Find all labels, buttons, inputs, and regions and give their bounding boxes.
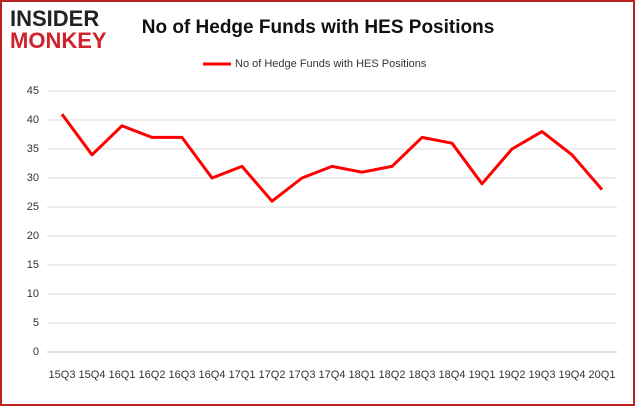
x-tick-label: 17Q2 <box>259 369 286 381</box>
x-tick-label: 18Q1 <box>349 369 376 381</box>
logo-line1: INSIDER <box>10 6 99 31</box>
x-tick-label: 19Q3 <box>529 369 556 381</box>
x-tick-label: 15Q3 <box>49 369 76 381</box>
x-tick-label: 16Q1 <box>109 369 136 381</box>
data-line <box>60 113 604 203</box>
y-tick-label: 40 <box>27 114 39 126</box>
x-tick-label: 20Q1 <box>589 369 616 381</box>
legend-label: No of Hedge Funds with HES Positions <box>235 58 427 70</box>
y-tick-label: 10 <box>27 288 39 300</box>
x-tick-label: 18Q4 <box>439 369 466 381</box>
y-tick-label: 35 <box>27 143 39 155</box>
x-tick-label: 16Q3 <box>169 369 196 381</box>
x-tick-label: 18Q2 <box>379 369 406 381</box>
y-tick-label: 15 <box>27 259 39 271</box>
logo-line2: MONKEY <box>10 28 107 53</box>
x-tick-label: 16Q2 <box>139 369 166 381</box>
x-tick-label: 15Q4 <box>79 369 106 381</box>
y-tick-label: 0 <box>33 346 39 358</box>
x-tick-label: 17Q4 <box>319 369 346 381</box>
y-tick-label: 5 <box>33 317 39 329</box>
y-tick-label: 30 <box>27 172 39 184</box>
y-tick-label: 20 <box>27 230 39 242</box>
x-tick-label: 19Q4 <box>559 369 586 381</box>
y-tick-label: 25 <box>27 201 39 213</box>
x-tick-label: 19Q1 <box>469 369 496 381</box>
x-tick-label: 18Q3 <box>409 369 436 381</box>
x-tick-label: 17Q1 <box>229 369 256 381</box>
x-tick-label: 16Q4 <box>199 369 226 381</box>
chart-title: No of Hedge Funds with HES Positions <box>142 17 495 38</box>
x-tick-label: 17Q3 <box>289 369 316 381</box>
y-tick-label: 45 <box>27 85 39 97</box>
x-tick-label: 19Q2 <box>499 369 526 381</box>
